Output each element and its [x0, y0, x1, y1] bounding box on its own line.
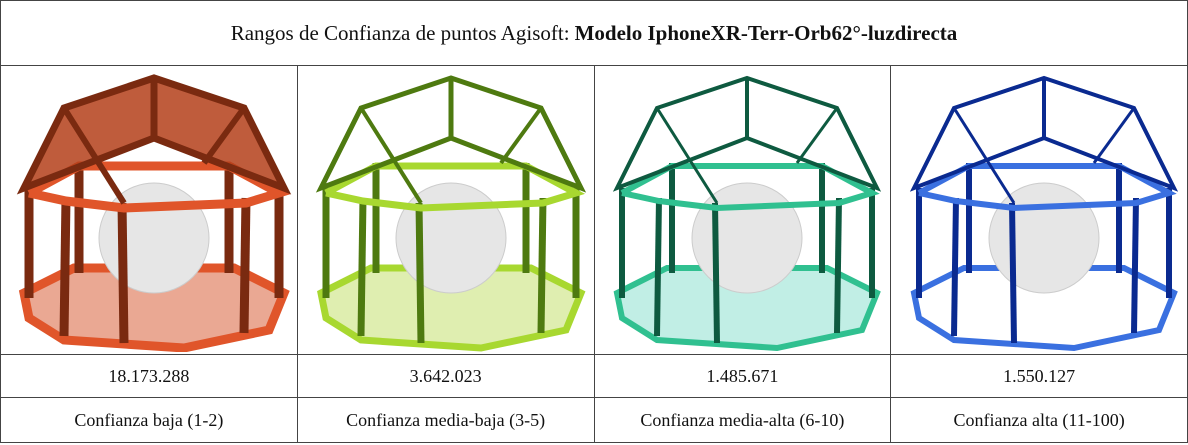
ridge: [201, 106, 247, 165]
post: [357, 197, 367, 337]
beam: [917, 163, 1177, 212]
post: [712, 202, 721, 344]
title-bold: Modelo IphoneXR-Terr-Orb62°-luzdirecta: [574, 20, 958, 45]
sphere: [988, 182, 1100, 294]
label-cell: Confianza media-alta (6-10): [593, 397, 892, 443]
post: [117, 202, 129, 344]
count-row: 18.173.288 3.642.023 1.485.671 1.550.127: [0, 354, 1188, 398]
image-cell: [296, 65, 595, 355]
image-row: [0, 65, 1188, 355]
beam: [323, 162, 585, 212]
point-cloud-image: [910, 75, 1179, 352]
ridge: [1092, 107, 1136, 164]
count-cell: 1.550.127: [890, 354, 1188, 398]
header-cell: Rangos de Confianza de puntos Agisoft: Mo…: [0, 0, 1188, 66]
post: [1131, 197, 1140, 334]
image-cell: [0, 65, 298, 355]
label-row: Confianza baja (1-2) Confianza media-baj…: [0, 397, 1188, 443]
header-row: Rangos de Confianza de puntos Agisoft: Mo…: [0, 0, 1188, 66]
post: [415, 202, 425, 344]
sphere: [395, 182, 507, 294]
post: [951, 197, 960, 337]
point-cloud-image: [315, 75, 586, 352]
title-prefix: Rangos de Confianza de puntos Agisoft:: [230, 20, 570, 45]
count-cell: 3.642.023: [296, 354, 595, 398]
post: [654, 197, 663, 337]
count-cell: 18.173.288: [0, 354, 298, 398]
ridge: [358, 106, 423, 205]
ridge: [499, 106, 543, 165]
image-cell: [593, 65, 892, 355]
point-cloud-image: [16, 74, 292, 352]
post: [1009, 202, 1018, 344]
sphere: [691, 182, 803, 294]
sphere: [98, 182, 210, 294]
post: [834, 197, 843, 334]
ridge: [952, 107, 1016, 204]
count-cell: 1.485.671: [593, 354, 892, 398]
post: [239, 197, 251, 334]
beam: [620, 163, 881, 212]
post: [537, 197, 547, 334]
ridge: [61, 106, 127, 205]
point-cloud-image: [613, 75, 882, 352]
label-cell: Confianza alta (11-100): [890, 397, 1188, 443]
ridge: [656, 107, 719, 204]
image-cell: [890, 65, 1188, 355]
label-cell: Confianza media-baja (3-5): [296, 397, 595, 443]
label-cell: Confianza baja (1-2): [0, 397, 298, 443]
ridge: [796, 107, 839, 164]
post: [59, 197, 71, 337]
